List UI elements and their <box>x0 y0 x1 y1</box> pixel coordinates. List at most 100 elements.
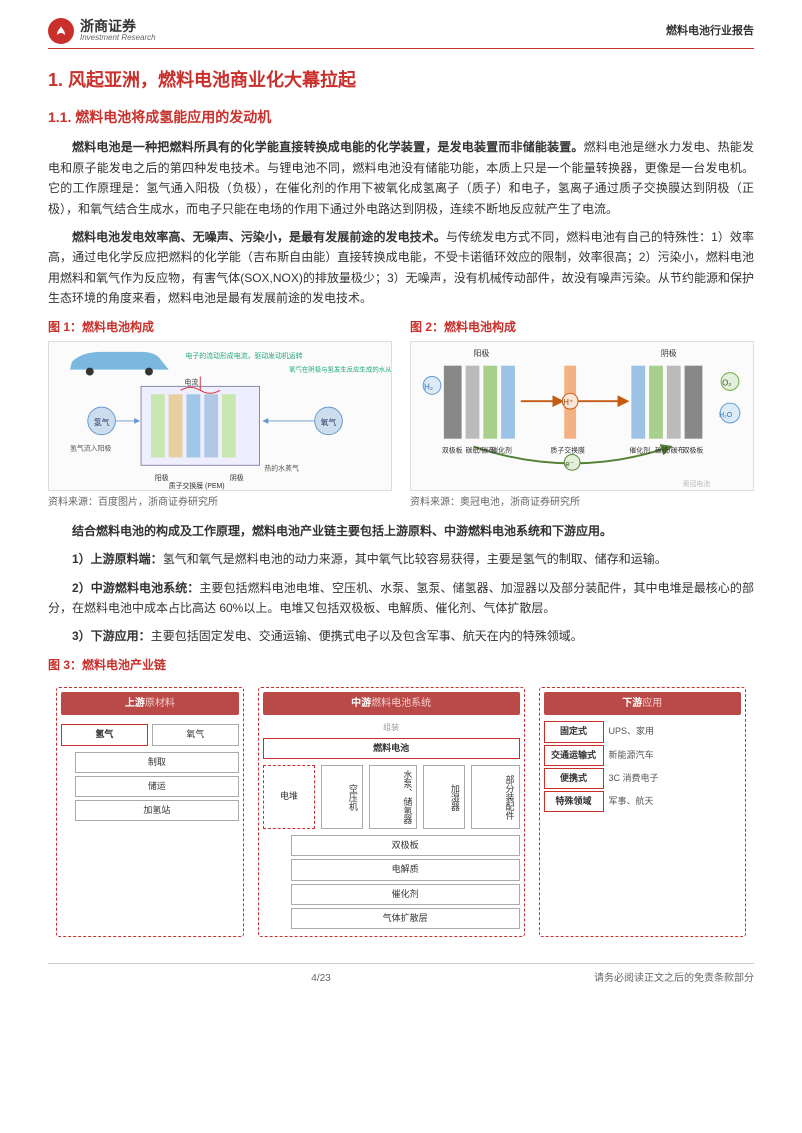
node-o2: 氧气 <box>152 724 239 745</box>
down-v3: 3C 消费电子 <box>609 771 659 786</box>
p-down-b: 3）下游应用： <box>72 629 151 643</box>
mid-assemble-note: 组装 <box>263 721 520 735</box>
section-heading-1-1: 1.1. 燃料电池将成氢能应用的发动机 <box>48 106 754 130</box>
document-title: 燃料电池行业报告 <box>666 22 754 41</box>
down-row-2: 交通运输式 新能源汽车 <box>544 745 742 766</box>
node-store: 储运 <box>75 776 239 797</box>
node-electrolyte: 电解质 <box>291 859 520 880</box>
fig2-label-h2: H₂ <box>424 382 433 391</box>
fig2-label-o2: O₂ <box>722 378 731 387</box>
down-k3: 便携式 <box>544 768 604 789</box>
node-station: 加氢站 <box>75 800 239 821</box>
fig2-label-pem: 质子交换膜 <box>550 445 585 454</box>
fig2-label-eminus: e⁻ <box>565 459 574 468</box>
figure-3-diagram: 上游原材料 氢气 氧气 制取 储运 加氢站 中游燃料电池系统 组装 燃料电池 电… <box>48 679 754 945</box>
node-parts: 部分装配件 <box>471 765 520 829</box>
figure-2-diagram: 阳极 阴极 <box>410 341 754 491</box>
paragraph-3-bold: 结合燃料电池的构成及工作原理，燃料电池产业链主要包括上游原料、中游燃料电池系统和… <box>72 524 612 538</box>
page-header: 浙商证券 Investment Research 燃料电池行业报告 <box>48 18 754 49</box>
node-fuelcell: 燃料电池 <box>263 738 520 759</box>
fig1-label-o2note: 氧气在阴极与氢发生反应生成的水从车辆中排出 <box>289 365 391 374</box>
upstream-header-b: 原材料 <box>145 698 175 709</box>
paragraph-3: 结合燃料电池的构成及工作原理，燃料电池产业链主要包括上游原料、中游燃料电池系统和… <box>48 521 754 541</box>
figure-1-title: 图 1：燃料电池构成 <box>48 317 392 337</box>
page-footer: 4/23 请务必阅读正文之后的免责条款部分 <box>48 963 754 987</box>
fig1-label-h2: 氢气 <box>94 417 110 427</box>
figure-3-title: 图 3：燃料电池产业链 <box>48 655 754 675</box>
figure-1: 图 1：燃料电池构成 电子的流动形成电流，驱动发动机运转 电流 <box>48 317 392 511</box>
fig2-label-carbon-r: 碳纸/碳布 <box>655 445 685 454</box>
node-compressor: 空压机 <box>321 765 362 829</box>
fig2-label-h2o: H₂O <box>719 412 733 419</box>
fig2-label-hplus: H⁺ <box>563 398 573 407</box>
downstream-panel: 下游应用 固定式 UPS、家用 交通运输式 新能源汽车 便携式 3C 消费电子 … <box>539 687 747 937</box>
paragraph-1-lead: 燃料电池是一种把燃料所具有的化学能直接转换成电能的化学装置，是发电装置而非储能装… <box>72 140 584 154</box>
down-row-4: 特殊领域 军事、航天 <box>544 791 742 812</box>
fig2-label-anode: 阳极 <box>473 348 489 358</box>
fig2-label-cathode: 阴极 <box>661 348 677 358</box>
mid-header-b: 燃料电池系统 <box>371 698 431 709</box>
fig1-label-steam: 热的水蒸气 <box>264 463 299 472</box>
paragraph-upstream: 1）上游原料端：氢气和氧气是燃料电池的动力来源，其中氧气比较容易获得，主要是氢气… <box>48 549 754 569</box>
p-down-t: 主要包括固定发电、交通运输、便携式电子以及包含军事、航天在内的特殊领域。 <box>151 629 583 643</box>
node-bipolar: 双极板 <box>291 835 520 856</box>
node-make: 制取 <box>75 752 239 773</box>
logo-en: Investment Research <box>80 34 156 43</box>
down-v4: 军事、航天 <box>609 794 654 809</box>
p-up-b: 1）上游原料端： <box>72 552 163 566</box>
fig1-label-cathode: 阴极 <box>230 473 244 482</box>
fig2-watermark: 奥冠电池 <box>683 479 711 488</box>
down-v1: UPS、家用 <box>609 724 655 739</box>
page-number: 4/23 <box>311 970 330 987</box>
down-k4: 特殊领域 <box>544 791 604 812</box>
down-header-b: 应用 <box>642 698 662 709</box>
upstream-header: 上游原材料 <box>61 692 239 715</box>
node-humidifier: 加湿器 <box>423 765 464 829</box>
down-header-a: 下游 <box>622 698 642 709</box>
mid-header-a: 中游 <box>351 698 371 709</box>
down-k1: 固定式 <box>544 721 604 742</box>
fig1-label-pem: 质子交换膜 (PEM) <box>169 481 225 490</box>
midstream-panel: 中游燃料电池系统 组装 燃料电池 电堆 空压机 水泵、储氢器 加湿器 部分装配件… <box>258 687 525 937</box>
fig2-label-catalyst-l: 催化剂 <box>491 445 512 454</box>
logo-cn: 浙商证券 <box>80 19 156 34</box>
footer-disclaimer: 请务必阅读正文之后的免责条款部分 <box>594 970 754 987</box>
down-k2: 交通运输式 <box>544 745 604 766</box>
fig1-label-h2flow: 氢气流入阳极 <box>70 443 111 452</box>
fig1-label-o2: 氧气 <box>321 417 337 427</box>
paragraph-midstream: 2）中游燃料电池系统：主要包括燃料电池电堆、空压机、水泵、氢泵、储氢器、加湿器以… <box>48 578 754 619</box>
figure-2-source: 资料来源：奥冠电池，浙商证券研究所 <box>410 494 754 511</box>
mid-header: 中游燃料电池系统 <box>263 692 520 715</box>
figure-2-title: 图 2：燃料电池构成 <box>410 317 754 337</box>
logo-text: 浙商证券 Investment Research <box>80 19 156 43</box>
p-mid-b: 2）中游燃料电池系统： <box>72 581 199 595</box>
upstream-panel: 上游原材料 氢气 氧气 制取 储运 加氢站 <box>56 687 244 937</box>
node-h2: 氢气 <box>61 724 148 745</box>
figure-1-diagram: 电子的流动形成电流，驱动发动机运转 电流 氢气 氢气流入阳极 <box>48 341 392 491</box>
fig1-label-current: 电流 <box>184 377 198 386</box>
figure-row-1-2: 图 1：燃料电池构成 电子的流动形成电流，驱动发动机运转 电流 <box>48 317 754 511</box>
paragraph-1: 燃料电池是一种把燃料所具有的化学能直接转换成电能的化学装置，是发电装置而非储能装… <box>48 137 754 219</box>
section-heading-1: 1. 风起亚洲，燃料电池商业化大幕拉起 <box>48 65 754 96</box>
paragraph-2-lead: 燃料电池发电效率高、无噪声、污染小，是最有发展前途的发电技术。 <box>72 230 446 244</box>
node-stack: 电堆 <box>263 765 316 829</box>
p-up-t: 氢气和氧气是燃料电池的动力来源，其中氧气比较容易获得，主要是氢气的制取、储存和运… <box>163 552 667 566</box>
down-header: 下游应用 <box>544 692 742 715</box>
figure-2: 图 2：燃料电池构成 阳极 阴极 <box>410 317 754 511</box>
paragraph-2: 燃料电池发电效率高、无噪声、污染小，是最有发展前途的发电技术。与传统发电方式不同… <box>48 227 754 309</box>
fig1-label-car: 电子的流动形成电流，驱动发动机运转 <box>185 351 302 360</box>
node-pump: 水泵、储氢器 <box>369 765 418 829</box>
paragraph-downstream: 3）下游应用：主要包括固定发电、交通运输、便携式电子以及包含军事、航天在内的特殊… <box>48 626 754 646</box>
fig2-label-catalyst-r: 催化剂 <box>629 445 650 454</box>
node-catalyst: 催化剂 <box>291 884 520 905</box>
down-row-1: 固定式 UPS、家用 <box>544 721 742 742</box>
logo-block: 浙商证券 Investment Research <box>48 18 156 44</box>
fig2-label-bipolar-l: 双极板 <box>442 445 463 454</box>
figure-1-source: 资料来源：百度图片，浙商证券研究所 <box>48 494 392 511</box>
fig1-label-anode: 阳极 <box>155 473 169 482</box>
logo-icon <box>48 18 74 44</box>
fig2-label-bipolar-r: 双极板 <box>683 445 704 454</box>
node-gdl: 气体扩散层 <box>291 908 520 929</box>
down-v2: 新能源汽车 <box>609 748 654 763</box>
upstream-header-a: 上游 <box>125 698 145 709</box>
